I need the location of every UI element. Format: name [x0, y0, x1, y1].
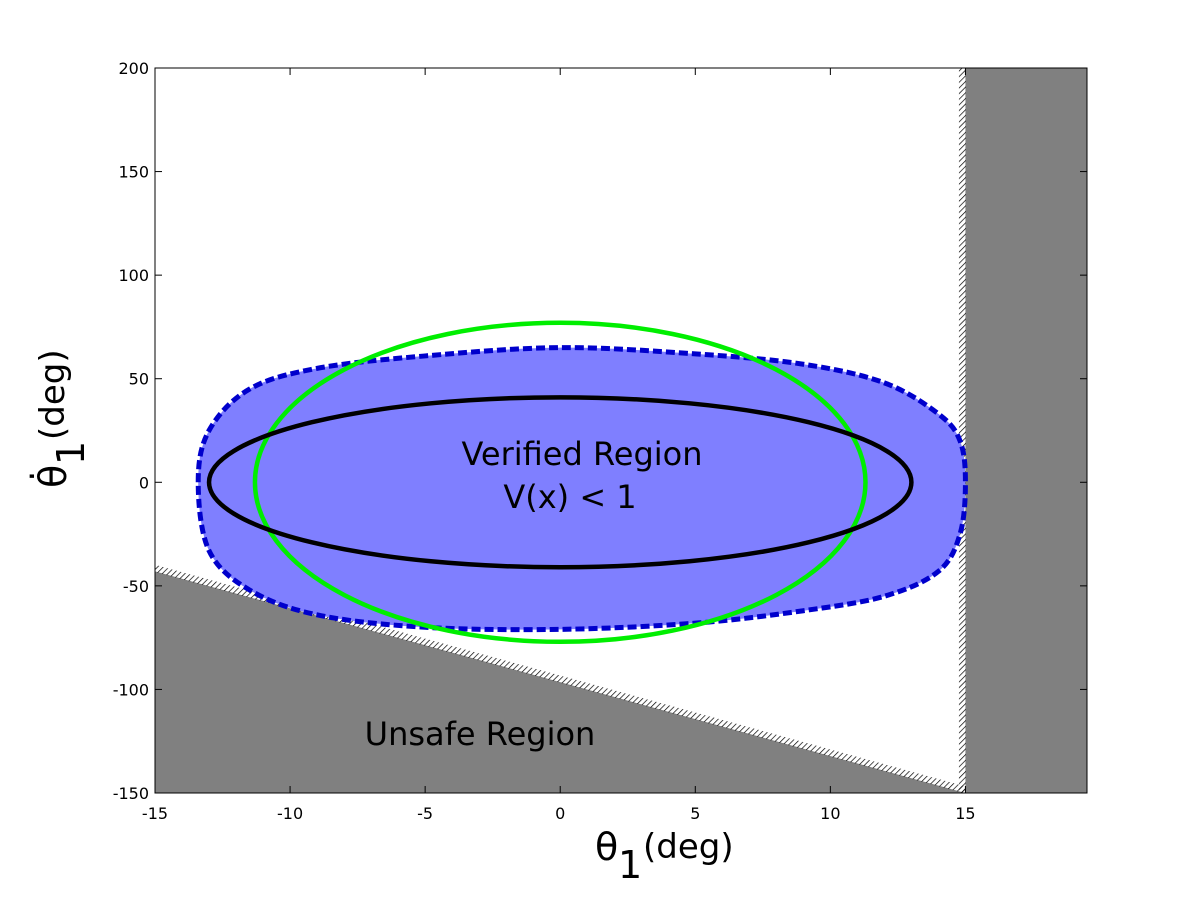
- y-tick-label: 0: [139, 473, 149, 492]
- black-ellipse: [206, 395, 914, 570]
- y-tick-label: 200: [118, 59, 149, 78]
- y-tick-label: 100: [118, 266, 149, 285]
- x-axis-unit: (deg): [643, 827, 734, 867]
- unsafe-region-label: Unsafe Region: [365, 715, 596, 753]
- green-ellipse: [252, 320, 868, 645]
- verified-region-label-line1: Verified Region: [461, 435, 702, 473]
- plot-area: [155, 68, 1087, 793]
- verified-region-fill: [198, 347, 966, 630]
- x-tick-label: 10: [820, 804, 840, 823]
- y-axis-subscript: 1: [49, 441, 93, 465]
- x-tick-label: 5: [690, 804, 700, 823]
- x-tick-label: 15: [955, 804, 975, 823]
- y-tick-label: -50: [123, 577, 149, 596]
- x-axis-symbol: θ: [595, 825, 618, 869]
- x-tick-label: 0: [555, 804, 565, 823]
- y-axis-unit: (deg): [33, 349, 73, 440]
- x-tick-label: -5: [417, 804, 433, 823]
- plot-frame: [154, 67, 1088, 794]
- y-tick-label: 50: [129, 370, 149, 389]
- y-axis-symbol: θ̇: [30, 465, 75, 488]
- x-tick-label: -10: [277, 804, 303, 823]
- y-tick-label: -100: [113, 680, 149, 699]
- y-axis-label: θ̇ 1 (deg): [30, 349, 93, 488]
- y-tick-label: 150: [118, 163, 149, 182]
- verified-region-label-line2: V(x) < 1: [503, 478, 636, 516]
- verified-region-boundary: [195, 345, 968, 633]
- x-tick-label: -15: [142, 804, 168, 823]
- unsafe-region-vertical: [965, 68, 1087, 793]
- x-axis-label: θ 1 (deg): [595, 825, 734, 887]
- x-axis-subscript: 1: [618, 843, 642, 887]
- y-tick-label: -150: [113, 784, 149, 803]
